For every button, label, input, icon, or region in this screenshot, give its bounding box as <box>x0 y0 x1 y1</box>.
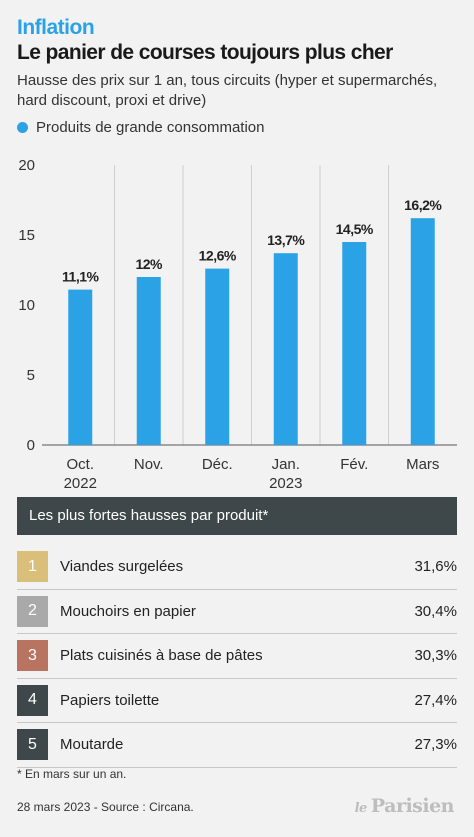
product-label: Plats cuisinés à base de pâtes <box>60 647 263 665</box>
product-label: Papiers toilette <box>60 691 160 709</box>
bar-chart: 0 5 10 15 20 11,1% Oct. 2022 12% Nov. 12,6% Déc. 13,… <box>18 157 457 492</box>
table-header: Les plus fortes hausses par produit* <box>17 497 457 535</box>
y-tick-label: 15 <box>18 227 35 244</box>
rank-badge: 3 <box>17 640 48 672</box>
y-tick-label: 0 <box>27 437 35 454</box>
data-label: 16,2% <box>404 197 442 213</box>
x-tick-label: Nov. <box>134 456 164 473</box>
x-tick-label: Fév. <box>340 456 368 473</box>
product-value: 30,4% <box>414 602 457 620</box>
bar <box>68 289 93 445</box>
product-value: 27,4% <box>414 691 457 709</box>
bar <box>342 242 367 445</box>
bar <box>273 253 298 445</box>
rank-badge: 4 <box>17 684 48 716</box>
table-row: 5 Moutarde 27,3% <box>17 723 457 768</box>
rank-badge: 5 <box>17 729 48 761</box>
legend-dot-icon <box>17 122 28 133</box>
ranking-table: 1 Viandes surgelées 31,6% 2 Mouchoirs en pap… <box>17 545 457 768</box>
y-tick-label: 10 <box>18 297 35 314</box>
legend-label: Produits de grande consommation <box>36 119 265 136</box>
bar <box>410 218 435 445</box>
x-tick-label: Jan. <box>272 456 300 473</box>
x-tick-label: Déc. <box>202 456 233 473</box>
logo: le Parisien <box>354 795 455 817</box>
y-tick-label: 5 <box>27 367 35 384</box>
x-tick-label: Oct. <box>66 456 94 473</box>
subtitle: Hausse des prix sur 1 an, tous circuits … <box>17 72 438 109</box>
y-tick-label: 20 <box>18 157 35 174</box>
data-label: 11,1% <box>62 269 99 285</box>
rank-badge: 2 <box>17 595 48 627</box>
rank-badge: 1 <box>17 551 48 583</box>
data-label: 13,7% <box>267 232 305 248</box>
x-tick-label: Mars <box>406 456 439 473</box>
product-value: 27,3% <box>414 736 457 754</box>
table-row: 4 Papiers toilette 27,4% <box>17 679 457 723</box>
bar <box>205 268 230 445</box>
x-tick-label: 2022 <box>64 475 97 492</box>
page-title: Le panier de courses toujours plus cher <box>17 41 393 64</box>
data-label: 12,6% <box>199 248 237 264</box>
table-row: 1 Viandes surgelées 31,6% <box>17 545 457 590</box>
product-label: Viandes surgelées <box>60 558 184 576</box>
table-row: 3 Plats cuisinés à base de pâtes 30,3% <box>17 634 457 679</box>
table-row: 2 Mouchoirs en papier 30,4% <box>17 590 457 634</box>
kicker: Inflation <box>17 16 95 39</box>
legend: Produits de grande consommation <box>17 119 264 136</box>
product-value: 30,3% <box>414 647 457 665</box>
product-label: Mouchoirs en papier <box>60 602 196 620</box>
product-value: 31,6% <box>414 558 457 576</box>
product-label: Moutarde <box>60 736 124 754</box>
bar <box>136 277 161 445</box>
data-label: 12% <box>135 256 163 272</box>
source-note: 28 mars 2023 - Source : Circana. <box>17 800 194 814</box>
data-label: 14,5% <box>336 221 374 237</box>
x-tick-label: 2023 <box>269 475 302 492</box>
footnote: * En mars sur un an. <box>17 767 127 781</box>
